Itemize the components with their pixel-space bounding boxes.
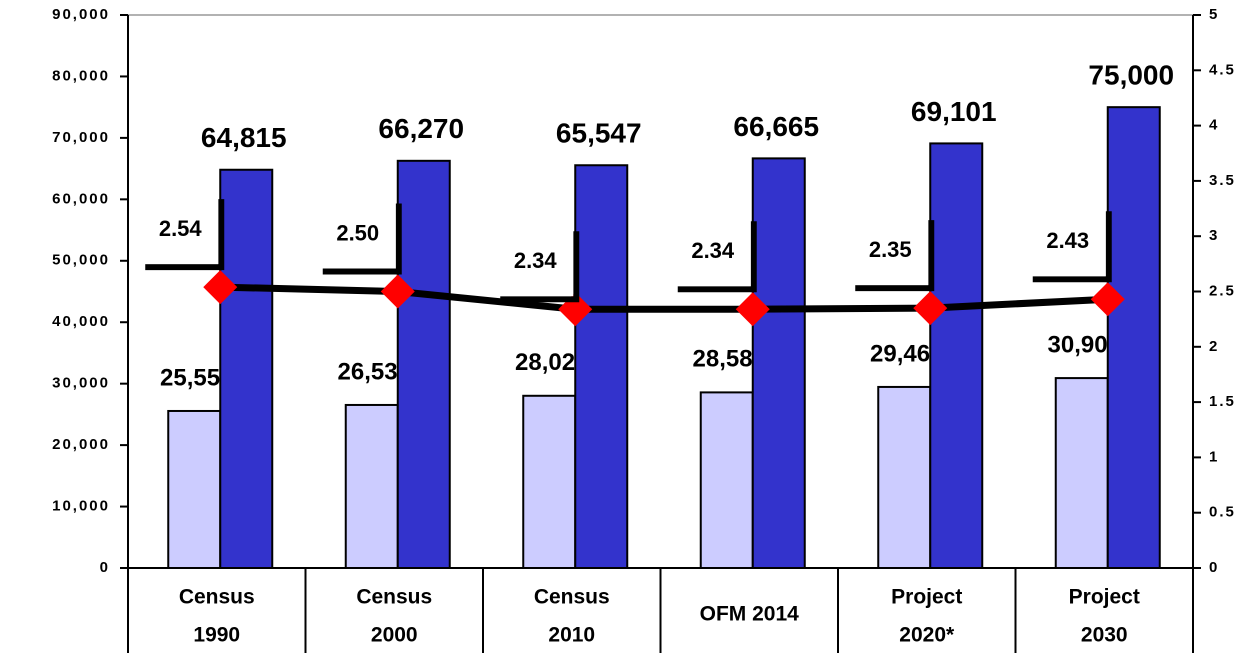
bar: [522, 394, 577, 569]
y2-tick-label: 2.5: [1209, 282, 1236, 299]
data-label: 2.43: [1046, 228, 1089, 253]
bar: [396, 159, 451, 569]
label-shadow: [145, 199, 225, 271]
data-label: 66,665: [733, 111, 819, 142]
x-tick-label: 1990: [193, 624, 240, 647]
label-box: [142, 196, 219, 265]
y-tick-label: 90,000: [52, 6, 110, 23]
y2-tick-label: 4: [1209, 117, 1219, 134]
x-tick-label: Project: [891, 586, 962, 609]
y2-tick-label: 2: [1209, 338, 1219, 355]
x-tick-label: OFM 2014: [700, 603, 800, 626]
label-box: [852, 217, 929, 286]
x-tick-label: 2010: [548, 624, 595, 647]
y-tick-label: 50,000: [52, 252, 110, 269]
data-label: 75,000: [1088, 60, 1174, 91]
y2-tick-label: 0.5: [1209, 504, 1236, 521]
data-label: 64,815: [201, 122, 287, 153]
x-tick-label: Census: [534, 586, 610, 609]
marker: [203, 270, 238, 305]
data-label: 66,270: [378, 113, 464, 144]
y2-tick-label: 1.5: [1209, 393, 1236, 410]
data-label: 65,547: [556, 118, 642, 149]
y-tick-label: 40,000: [52, 313, 110, 330]
label-shadow: [322, 203, 402, 275]
y-tick-label: 20,000: [52, 436, 110, 453]
bar: [1054, 377, 1109, 569]
marker: [735, 292, 770, 327]
y2-tick-label: 1: [1209, 448, 1219, 465]
label-shadow: [1032, 211, 1112, 283]
y-tick-label: 60,000: [52, 190, 110, 207]
bar: [751, 157, 806, 569]
label-box: [674, 218, 751, 287]
bar: [167, 409, 222, 569]
label-shadow: [855, 220, 935, 292]
marker: [380, 274, 415, 309]
x-tick-label: Project: [1069, 586, 1140, 609]
data-label: 2.54: [159, 216, 203, 241]
bar: [344, 403, 399, 569]
x-tick-label: 2020*: [899, 624, 955, 647]
y2-tick-label: 3: [1209, 227, 1219, 244]
y-tick-label: 70,000: [52, 129, 110, 146]
x-tick-label: 2030: [1081, 624, 1128, 647]
bar: [1106, 106, 1161, 570]
y2-tick-label: 3.5: [1209, 172, 1236, 189]
label-box: [1029, 208, 1106, 277]
data-label: 2.35: [869, 237, 912, 262]
x-tick-label: Census: [179, 586, 255, 609]
x-tick-label: 2000: [371, 624, 418, 647]
y-tick-label: 10,000: [52, 498, 110, 515]
y-tick-label: 80,000: [52, 67, 110, 84]
y2-tick-label: 0: [1209, 559, 1219, 576]
bar: [699, 391, 754, 569]
data-label: 2.34: [691, 238, 735, 263]
bar: [219, 168, 274, 569]
bar: [877, 385, 932, 569]
marker: [1090, 282, 1125, 317]
marker: [913, 291, 948, 326]
label-box: [319, 200, 396, 269]
y-tick-label: 30,000: [52, 375, 110, 392]
x-tick-label: Census: [356, 586, 432, 609]
data-label: 2.50: [336, 220, 379, 245]
bar: [574, 164, 629, 570]
bar: [929, 142, 984, 569]
label-box: [497, 228, 574, 297]
data-label: 69,101: [911, 96, 997, 127]
y-tick-label: 0: [100, 559, 110, 576]
y2-tick-label: 4.5: [1209, 61, 1236, 78]
data-label: 2.34: [514, 248, 558, 273]
y2-tick-label: 5: [1209, 6, 1219, 23]
label-shadow: [677, 221, 757, 293]
line: [220, 283, 1108, 313]
label-shadow: [500, 231, 580, 303]
